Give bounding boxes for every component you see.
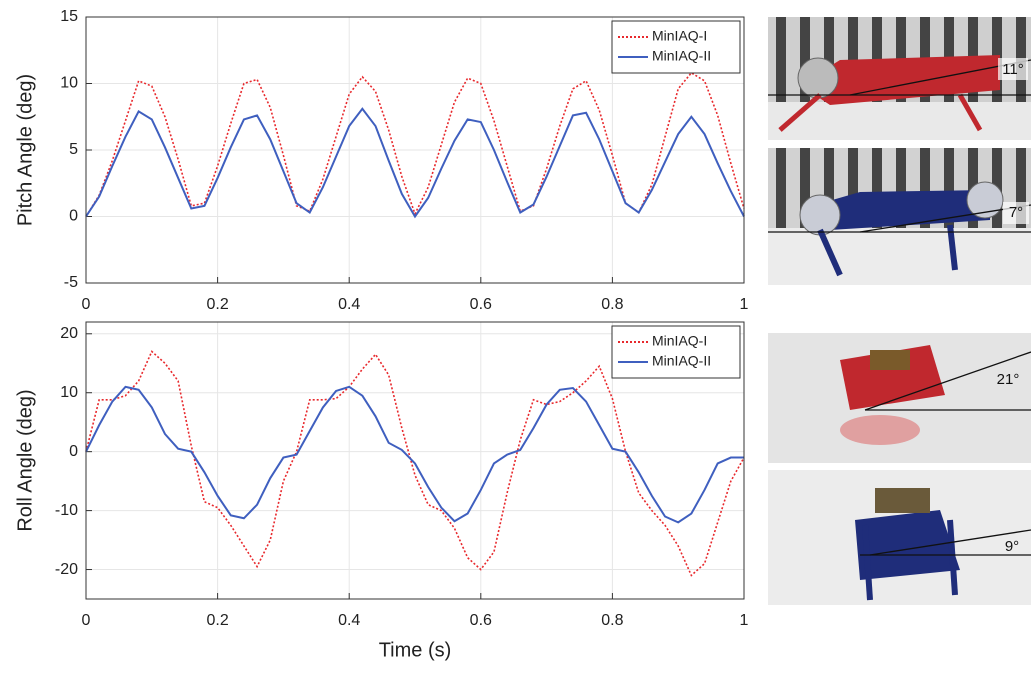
y-tick-label: 5 (69, 141, 78, 158)
legend-label: MinIAQ-II (652, 353, 711, 369)
photo-1 (768, 17, 1031, 140)
y-axis-label: Pitch Angle (deg) (14, 74, 36, 226)
legend-label: MinIAQ-I (652, 28, 707, 44)
legend-box (611, 20, 741, 74)
x-tick-label: 0.6 (470, 296, 492, 313)
photo-3 (768, 333, 1031, 463)
x-tick-label: 0.4 (338, 296, 360, 313)
photo-2 (768, 148, 1031, 285)
photo-4 (768, 470, 1031, 605)
x-tick-label: 0.8 (601, 612, 623, 629)
y-tick-label: 10 (60, 75, 78, 92)
y-axis-label: Roll Angle (deg) (14, 389, 36, 531)
legend-label: MinIAQ-II (652, 48, 711, 64)
x-axis-label: Time (s) (379, 639, 452, 661)
series-line (85, 350, 745, 577)
x-tick-label: 1 (740, 296, 749, 313)
y-tick-label: -20 (55, 561, 78, 578)
legend-box (611, 325, 741, 379)
angle-label: 7° (1009, 204, 1023, 221)
x-tick-label: 0 (82, 612, 91, 629)
y-tick-label: 0 (69, 443, 78, 460)
y-tick-label: -5 (64, 274, 78, 291)
series-line (85, 71, 745, 217)
x-tick-label: 0 (82, 296, 91, 313)
x-tick-label: 0.2 (206, 296, 228, 313)
x-tick-label: 0.8 (601, 296, 623, 313)
axes-frame (85, 321, 745, 600)
angle-label: 11° (1002, 61, 1024, 78)
series-line (85, 107, 745, 219)
legend-label: MinIAQ-I (652, 333, 707, 349)
y-tick-label: 0 (69, 208, 78, 225)
y-tick-label: 15 (60, 8, 78, 25)
angle-label: 9° (1005, 538, 1019, 555)
y-tick-label: 20 (60, 325, 78, 342)
x-tick-label: 0.4 (338, 612, 360, 629)
series-line (85, 385, 744, 524)
x-tick-label: 0.6 (470, 612, 492, 629)
x-tick-label: 0.2 (206, 612, 228, 629)
axes-frame (85, 16, 745, 284)
x-tick-label: 1 (740, 612, 749, 629)
angle-label: 21° (997, 371, 1020, 388)
y-tick-label: -10 (55, 502, 78, 519)
y-tick-label: 10 (60, 384, 78, 401)
